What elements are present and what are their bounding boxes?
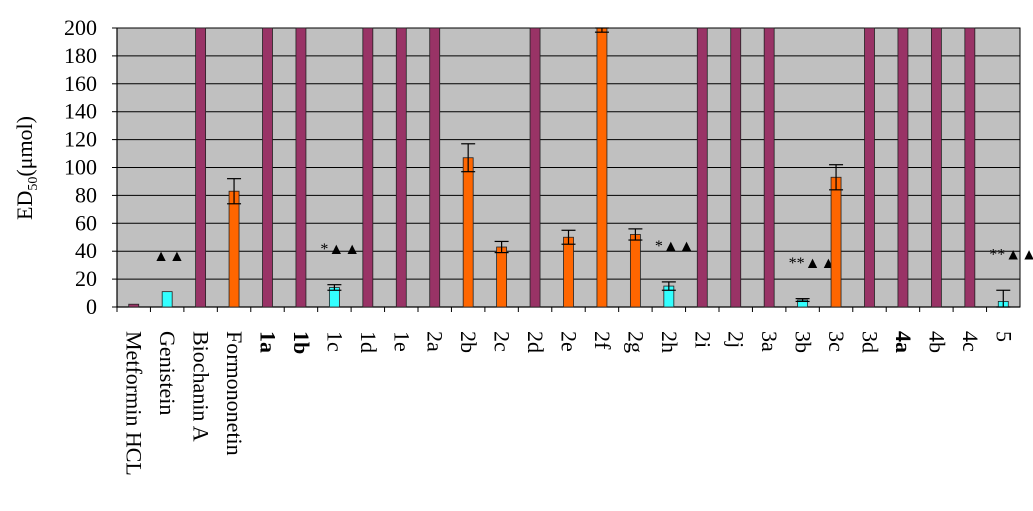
x-tick-label: 1a: [256, 331, 281, 353]
significance-annotation: **▲▲: [989, 247, 1033, 264]
x-tick-label: 3d: [858, 331, 883, 353]
bar-4b: [930, 27, 942, 308]
y-tick-label: 40: [75, 238, 97, 263]
significance-annotation: ▲▲: [153, 248, 185, 265]
bar-3d: [864, 27, 875, 308]
bar-formononetin: [228, 190, 240, 308]
x-tick-label: 1c: [322, 331, 347, 352]
x-tick-label: 3c: [824, 331, 849, 352]
bar-3c: [830, 176, 842, 308]
x-tick-label: 2d: [523, 331, 548, 353]
y-tick-label: 20: [75, 266, 97, 291]
x-tick-label: Metformin HCL: [122, 331, 147, 476]
x-tick-label: 2j: [724, 331, 749, 348]
bar-genistein: [161, 291, 173, 308]
bar-4c: [964, 27, 976, 308]
bar-2g: [629, 234, 641, 308]
x-tick-label: 2g: [623, 331, 648, 353]
x-tick-label: Formononetin: [222, 331, 247, 456]
x-tick-label: 4b: [924, 331, 949, 353]
x-tick-label: 4a: [891, 331, 916, 353]
y-tick-label: 0: [86, 294, 97, 319]
bar-3a: [763, 27, 775, 308]
bar-metformin-hcl: [128, 303, 140, 308]
y-tick-label: 160: [64, 71, 97, 96]
bar-1e: [395, 27, 407, 308]
bar-1d: [362, 27, 374, 308]
x-tick-label: 1b: [289, 331, 314, 354]
x-tick-label: 3a: [757, 331, 782, 352]
bar-2b: [462, 157, 474, 308]
y-tick-label: 100: [64, 155, 97, 180]
x-tick-label: 4c: [958, 331, 983, 352]
x-tick-label: 2b: [456, 331, 481, 353]
x-tick-label: Genistein: [155, 331, 180, 415]
x-tick-label: 1d: [356, 331, 381, 353]
x-tick-label: 2a: [423, 331, 448, 352]
bar-1b: [295, 27, 307, 308]
x-tick-label: 2i: [690, 331, 715, 348]
x-tick-label: 2c: [490, 331, 515, 352]
y-axis-label-unit: (μmol): [12, 116, 37, 177]
bar-2j: [730, 27, 742, 308]
y-tick-label: 120: [64, 127, 97, 152]
bar-2a: [429, 27, 441, 308]
x-tick-label: 3b: [791, 331, 816, 353]
x-tick-label: 2e: [557, 331, 582, 352]
y-tick-label: 200: [64, 15, 97, 40]
significance-annotation: *▲▲: [655, 238, 695, 255]
x-tick-label: 5: [991, 331, 1016, 342]
significance-annotation: **▲▲: [789, 255, 837, 272]
bar-biochanin-a: [195, 27, 207, 308]
x-tick-label: 1e: [389, 331, 414, 352]
bar-2d: [529, 27, 541, 308]
y-tick-label: 60: [75, 210, 97, 235]
bar-2c: [496, 246, 508, 308]
bar-2i: [696, 27, 708, 308]
y-tick-label: 80: [75, 182, 97, 207]
bar-4a: [897, 27, 909, 308]
y-axis-label: ED50(μmol): [12, 116, 41, 220]
y-axis-label-main: ED: [12, 191, 37, 220]
bar-2f: [596, 27, 608, 308]
y-tick-label: 140: [64, 99, 97, 124]
x-tick-label: 2f: [590, 331, 615, 350]
bar-1a: [262, 27, 273, 308]
y-tick-label: 180: [64, 43, 97, 68]
y-axis-label-subscript: 50: [26, 177, 41, 191]
significance-annotation: *▲▲: [320, 241, 360, 258]
x-tick-label: 2h: [657, 331, 682, 353]
bar-2e: [563, 236, 574, 308]
x-tick-label: Biochanin A: [189, 331, 214, 442]
